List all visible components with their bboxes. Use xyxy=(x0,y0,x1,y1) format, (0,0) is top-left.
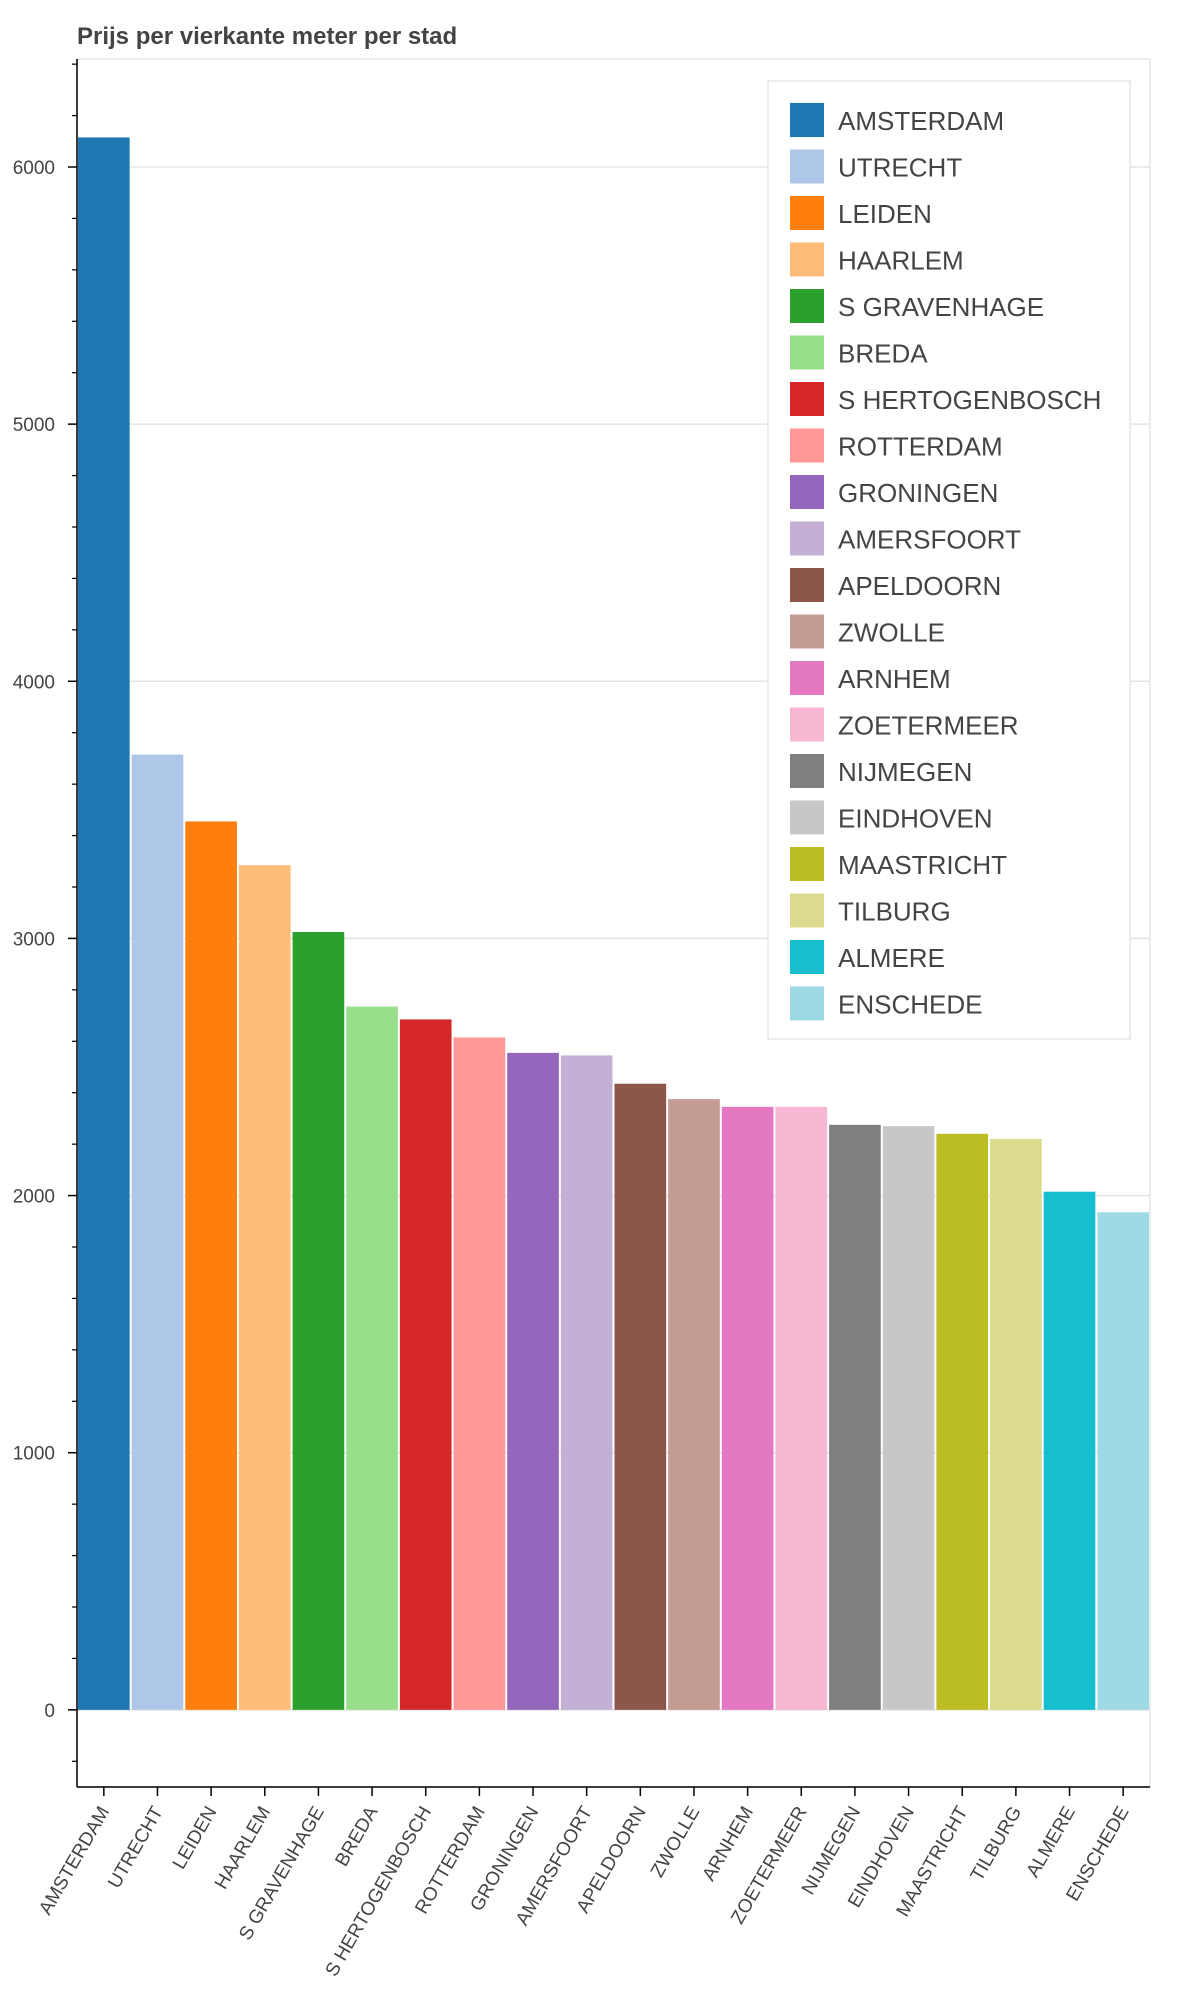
bar-s-hertogenbosch xyxy=(399,1019,452,1710)
legend: AMSTERDAM UTRECHT LEIDEN HAARLEM S GRAVENHAG… xyxy=(767,80,1131,1040)
y-tick-label: 1000 xyxy=(13,1444,55,1465)
x-tick-label: ARNHEM xyxy=(699,1803,758,1885)
bar-haarlem xyxy=(238,865,291,1710)
legend-swatch xyxy=(790,149,824,184)
legend-swatch xyxy=(790,986,824,1021)
legend-label: ROTTERDAM xyxy=(838,432,1003,462)
x-tick-label: LEIDEN xyxy=(169,1803,222,1873)
x-tick-label: TILBURG xyxy=(967,1803,1026,1885)
legend-swatch xyxy=(790,196,824,230)
legend-label: ARNHEM xyxy=(838,664,951,694)
bar-eindhoven xyxy=(882,1126,935,1710)
legend-label: AMERSFOORT xyxy=(838,525,1021,555)
bar-amsterdam xyxy=(78,137,130,1710)
x-tick-label: ZWOLLE xyxy=(647,1803,704,1881)
legend-label: ZOETERMEER xyxy=(838,711,1019,741)
bar-zwolle xyxy=(668,1099,720,1710)
legend-swatch xyxy=(790,940,824,974)
bar-arnhem xyxy=(721,1106,774,1710)
bar-amersfoort xyxy=(560,1055,613,1710)
legend-label: NIJMEGEN xyxy=(838,757,972,787)
bar-apeldoorn xyxy=(614,1083,667,1710)
legend-label: S HERTOGENBOSCH xyxy=(838,385,1101,415)
bar-s-gravenhage xyxy=(292,932,345,1710)
bar-leiden xyxy=(185,821,237,1710)
bar-rotterdam xyxy=(453,1037,506,1710)
legend-box xyxy=(767,80,1131,1040)
x-tick-label: AMSTERDAM xyxy=(35,1803,114,1919)
legend-swatch xyxy=(790,475,824,509)
legend-label: ZWOLLE xyxy=(838,618,945,648)
legend-swatch xyxy=(790,847,824,881)
y-tick-label: 2000 xyxy=(13,1187,55,1208)
chart-title: Prijs per vierkante meter per stad xyxy=(77,23,457,50)
legend-label: APELDOORN xyxy=(838,571,1001,601)
x-tick-label: UTRECHT xyxy=(104,1803,168,1892)
y-tick-label: 3000 xyxy=(13,929,55,950)
legend-label: ENSCHEDE xyxy=(838,990,982,1020)
bar-nijmegen xyxy=(829,1124,881,1710)
legend-swatch xyxy=(790,754,824,788)
bar-breda xyxy=(346,1006,398,1710)
legend-label: TILBURG xyxy=(838,897,951,927)
legend-swatch xyxy=(790,521,824,556)
legend-swatch xyxy=(790,800,824,835)
y-tick-label: 5000 xyxy=(13,415,55,436)
legend-label: UTRECHT xyxy=(838,153,962,183)
legend-swatch xyxy=(790,428,824,463)
bar-zoetermeer xyxy=(775,1106,828,1710)
legend-swatch xyxy=(790,661,824,695)
legend-swatch xyxy=(790,893,824,928)
legend-label: AMSTERDAM xyxy=(838,106,1004,136)
legend-label: BREDA xyxy=(838,339,928,369)
x-tick-label: ALMERE xyxy=(1023,1803,1080,1881)
legend-label: LEIDEN xyxy=(838,199,932,229)
y-tick-label: 6000 xyxy=(13,158,55,179)
legend-label: HAARLEM xyxy=(838,246,964,276)
y-tick-label: 4000 xyxy=(13,672,55,693)
legend-label: GRONINGEN xyxy=(838,478,998,508)
legend-swatch xyxy=(790,614,824,649)
bars xyxy=(78,137,1149,1710)
legend-swatch xyxy=(790,707,824,742)
legend-label: S GRAVENHAGE xyxy=(838,292,1044,322)
bar-tilburg xyxy=(990,1139,1042,1710)
bar-utrecht xyxy=(131,754,184,1710)
legend-label: EINDHOVEN xyxy=(838,804,993,834)
legend-swatch xyxy=(790,568,824,602)
legend-label: ALMERE xyxy=(838,943,945,973)
legend-swatch xyxy=(790,103,824,137)
bar-groningen xyxy=(507,1052,559,1710)
legend-swatch xyxy=(790,335,824,370)
bar-almere xyxy=(1043,1191,1096,1710)
bar-enschede xyxy=(1097,1212,1149,1710)
x-tick-label: BREDA xyxy=(331,1803,382,1870)
legend-label: MAASTRICHT xyxy=(838,850,1007,880)
legend-swatch xyxy=(790,242,824,277)
legend-swatch xyxy=(790,382,824,416)
legend-swatch xyxy=(790,289,824,323)
bar-maastricht xyxy=(936,1133,989,1710)
y-tick-label: 0 xyxy=(44,1701,55,1722)
x-tick-label: S HERTOGENBOSCH xyxy=(322,1803,436,1980)
